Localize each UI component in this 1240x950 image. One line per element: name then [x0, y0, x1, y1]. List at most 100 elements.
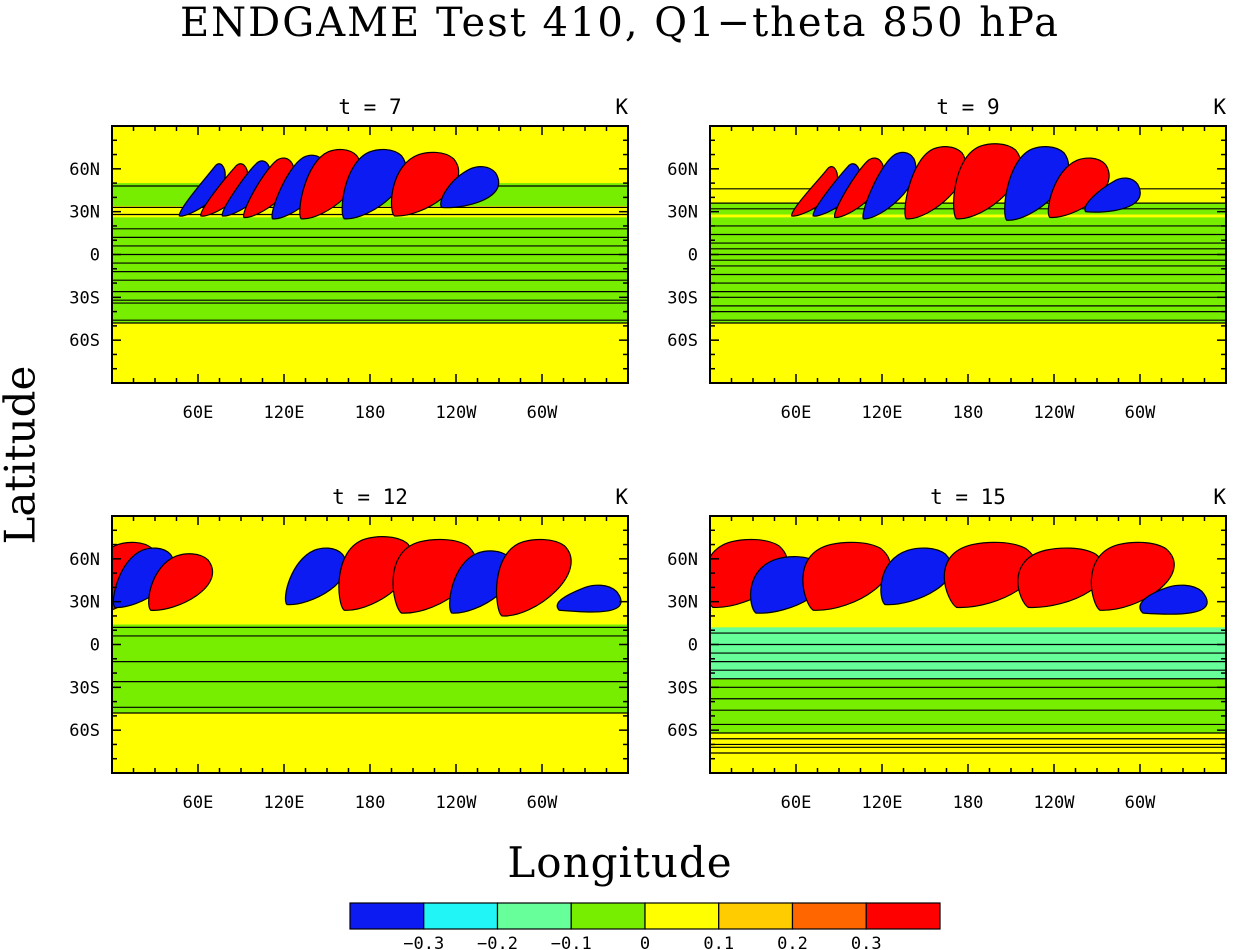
x-tick-label: 120E	[264, 403, 305, 423]
colorbar-swatch	[496, 902, 572, 930]
x-tick-label: 60W	[527, 403, 558, 423]
contour-field	[710, 126, 1226, 383]
y-tick-label: 30N	[69, 593, 100, 613]
y-tick-label: 30S	[667, 288, 698, 308]
x-tick-label: 180	[355, 793, 386, 813]
panel-units-label: K	[1213, 95, 1226, 119]
x-axis-label: Longitude	[507, 838, 733, 887]
contour-filament	[556, 584, 622, 613]
panel-units-label: K	[615, 485, 628, 509]
x-tick-label: 60E	[183, 403, 214, 423]
x-tick-label: 60W	[527, 793, 558, 813]
y-tick-label: 0	[90, 636, 100, 656]
x-tick-label: 180	[355, 403, 386, 423]
contour-filament	[440, 166, 499, 209]
x-tick-label: 120E	[862, 403, 903, 423]
x-tick-label: 120W	[1034, 793, 1076, 813]
contour-filament	[299, 148, 362, 220]
panel-units-label: K	[1213, 485, 1226, 509]
map-panel-3: 60E 120E 180 120W 60W 60N 30N 0 30S 60S t = 12 K	[69, 485, 629, 813]
contour-filament	[943, 541, 1037, 608]
x-tick-label: 120E	[862, 793, 903, 813]
contour-filament	[284, 547, 347, 606]
y-tick-label: 60S	[69, 331, 100, 351]
figure-title: ENDGAME Test 410, Q1−theta 850 hPa	[179, 0, 1060, 46]
latitude-band	[710, 217, 1226, 324]
colorbar-tick-label: 0.2	[777, 934, 808, 950]
contour-filament	[1004, 146, 1070, 221]
contour-filament	[802, 541, 891, 611]
latitude-band	[112, 217, 628, 324]
contour-filament	[904, 146, 967, 220]
y-tick-label: 30S	[69, 678, 100, 698]
x-tick-label: 180	[953, 793, 984, 813]
contour-field	[112, 126, 628, 383]
contour-filament	[449, 550, 515, 614]
contour-filament	[338, 536, 415, 611]
y-tick-label: 60N	[667, 550, 698, 570]
contour-filament	[178, 163, 226, 217]
map-panel-4: 60E 120E 180 120W 60W 60N 30N 0 30S 60S t = 15 K	[667, 485, 1227, 813]
colorbar-tick-label: −0.1	[551, 934, 592, 950]
x-tick-label: 120W	[436, 793, 478, 813]
y-tick-label: 0	[688, 636, 698, 656]
contour-filament	[1084, 177, 1141, 213]
colorbar-tick-label: 0.3	[851, 934, 882, 950]
map-panel-1: 60E 120E 180 120W 60W 60N 30N 0 30S 60S t = 7 K	[69, 95, 629, 423]
contour-filament	[834, 157, 885, 218]
colorbar-tick-label: 0	[640, 934, 650, 950]
y-tick-label: 60S	[667, 331, 698, 351]
y-tick-label: 60N	[69, 550, 100, 570]
x-tick-label: 60W	[1125, 793, 1156, 813]
y-tick-label: 60S	[667, 721, 698, 741]
panel-time-label: t = 9	[936, 95, 999, 119]
x-tick-label: 180	[953, 403, 984, 423]
panel-time-label: t = 12	[332, 485, 408, 509]
contour-filament	[1139, 584, 1208, 615]
contour-filament	[243, 157, 295, 218]
contour-filament	[953, 143, 1022, 220]
contour-field	[112, 516, 628, 773]
x-tick-label: 60E	[183, 793, 214, 813]
x-tick-label: 60W	[1125, 403, 1156, 423]
contour-filament	[862, 151, 917, 220]
contour-filament	[1017, 547, 1106, 608]
y-tick-label: 0	[688, 246, 698, 266]
colorbar-tick-label: −0.2	[477, 934, 518, 950]
contour-filament	[392, 538, 477, 614]
latitude-band	[112, 624, 628, 714]
contour-filament	[148, 553, 214, 611]
colorbar-swatch	[570, 902, 646, 930]
contour-filament	[390, 151, 460, 217]
y-tick-label: 60S	[69, 721, 100, 741]
x-tick-label: 60E	[781, 403, 812, 423]
y-tick-label: 30N	[667, 593, 698, 613]
y-tick-label: 60N	[69, 160, 100, 180]
map-panel-2: 60E 120E 180 120W 60W 60N 30N 0 30S 60S t = 9 K	[667, 95, 1227, 423]
contour-filament	[880, 547, 953, 606]
panel-units-label: K	[615, 95, 628, 119]
colorbar-tick-label: 0.1	[703, 934, 734, 950]
colorbar: −0.3 −0.2 −0.1 0 0.1 0.2 0.3	[349, 902, 941, 950]
y-tick-label: 30N	[667, 203, 698, 223]
colorbar-swatch	[865, 902, 941, 930]
colorbar-swatch	[423, 902, 499, 930]
colorbar-swatch	[791, 902, 867, 930]
panel-time-label: t = 7	[338, 95, 401, 119]
x-tick-label: 120E	[264, 793, 305, 813]
x-tick-label: 120W	[436, 403, 478, 423]
contour-field	[710, 516, 1226, 773]
x-tick-label: 120W	[1034, 403, 1076, 423]
y-tick-label: 30S	[667, 678, 698, 698]
x-tick-label: 60E	[781, 793, 812, 813]
y-tick-label: 30S	[69, 288, 100, 308]
colorbar-swatch	[644, 902, 720, 930]
colorbar-swatch	[349, 902, 425, 930]
y-tick-label: 30N	[69, 203, 100, 223]
colorbar-tick-label: −0.3	[403, 934, 444, 950]
contour-filament	[495, 538, 572, 617]
contour-filament	[341, 148, 407, 220]
y-tick-label: 60N	[667, 160, 698, 180]
panel-time-label: t = 15	[930, 485, 1006, 509]
